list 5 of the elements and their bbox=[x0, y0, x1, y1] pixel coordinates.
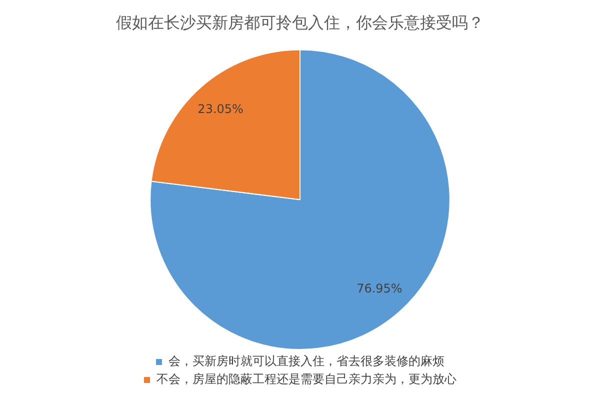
legend-label: 会，买新房时就可以直接入住，省去很多装修的麻烦 bbox=[168, 354, 444, 368]
data-label: 23.05% bbox=[198, 102, 244, 116]
chart-title: 假如在长沙买新房都可拎包入住，你会乐意接受吗？ bbox=[116, 12, 484, 32]
legend-label: 不会，房屋的隐蔽工程还是需要自己亲力亲为，更为放心 bbox=[156, 372, 456, 386]
data-label: 76.95% bbox=[356, 282, 402, 296]
